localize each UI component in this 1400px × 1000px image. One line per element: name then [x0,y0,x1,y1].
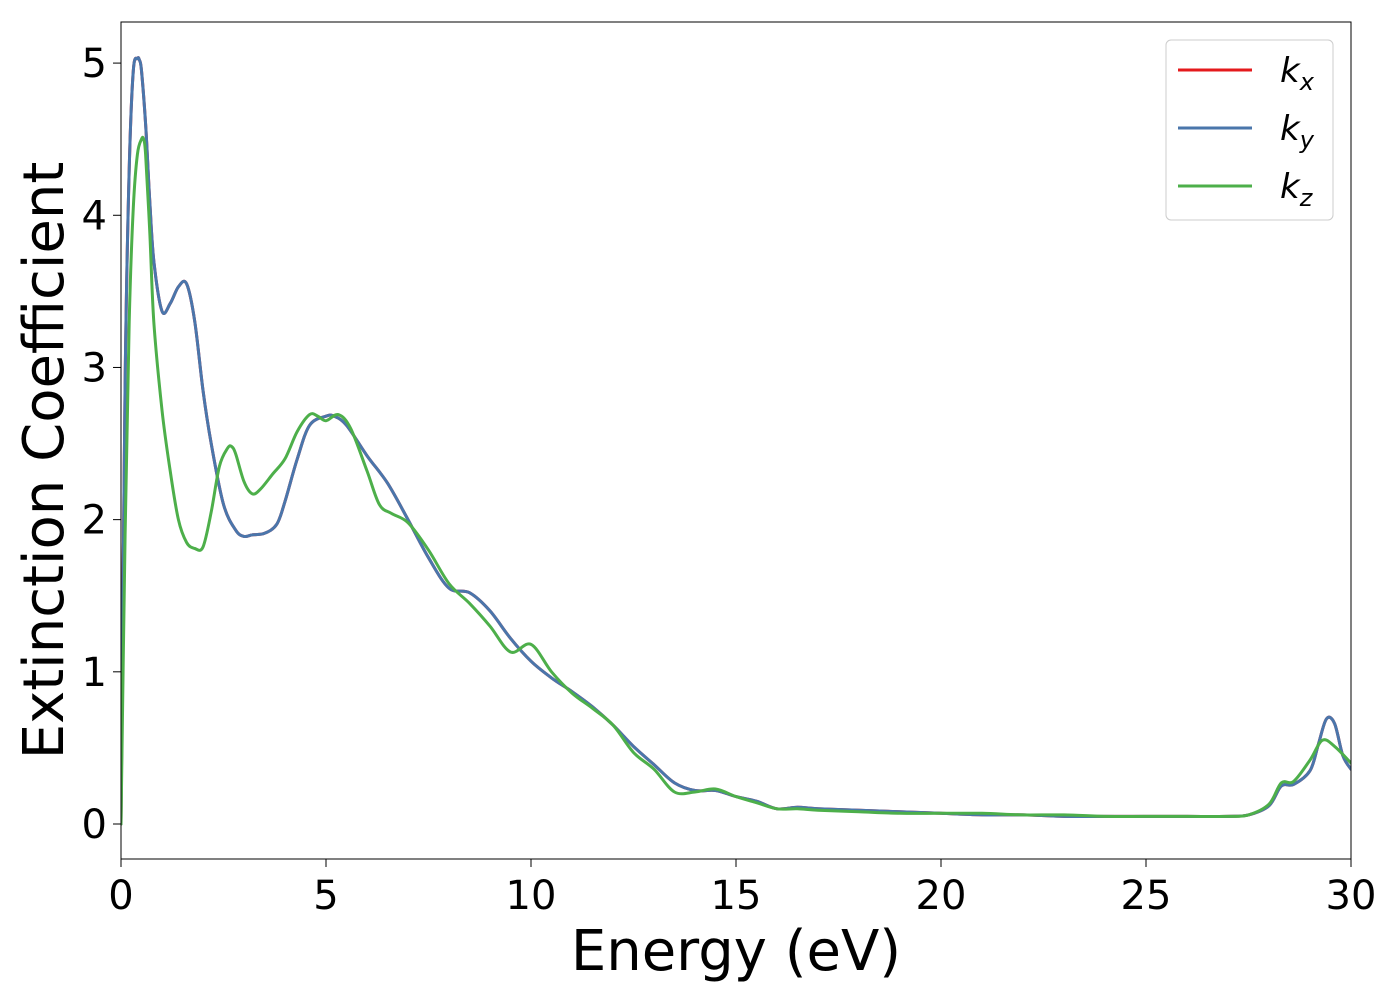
y-tick-label: 1 [82,650,107,696]
legend-label-ky: ky [1280,109,1315,154]
x-tick-label: 10 [506,873,557,919]
series-layer [121,56,1351,826]
y-tick-label: 0 [82,802,107,848]
x-tick-label: 25 [1121,873,1172,919]
y-tick-label: 3 [82,345,107,391]
y-axis: 0 1 2 3 4 5 [82,41,121,848]
x-axis-title: Energy (eV) [571,919,901,984]
series-line-kz [121,135,1351,826]
legend-label-kx: kx [1280,51,1315,96]
legend-box [1165,39,1334,221]
x-axis: 0 5 10 15 20 25 30 [108,859,1376,919]
x-tick-label: 5 [313,873,338,919]
legend: kx ky kz [1165,39,1334,221]
x-tick-label: 0 [108,873,133,919]
y-tick-label: 5 [82,41,107,87]
x-tick-label: 20 [916,873,967,919]
y-axis-title: Extinction Coefficient [12,162,77,760]
y-tick-label: 4 [82,193,107,239]
legend-label-kz: kz [1280,167,1314,212]
x-tick-label: 30 [1326,873,1377,919]
y-tick-label: 2 [82,498,107,544]
x-tick-label: 15 [711,873,762,919]
